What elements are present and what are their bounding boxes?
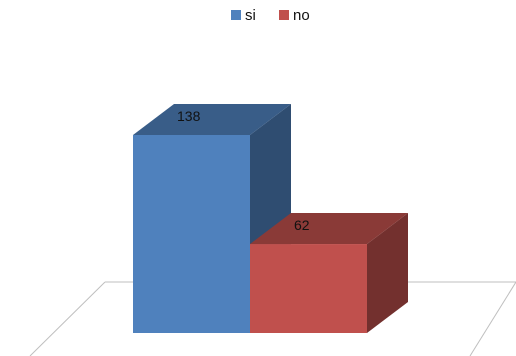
- legend-swatch-si: [231, 10, 241, 20]
- legend-label-no: no: [293, 7, 310, 24]
- bar-no-value-label: 62: [294, 217, 310, 233]
- bar-no-side: [367, 213, 408, 333]
- bar-si-top: [133, 104, 291, 135]
- bar-si-value-label: 138: [177, 108, 201, 124]
- legend-swatch-no: [279, 10, 289, 20]
- bar-si-front: [133, 135, 250, 333]
- bar-no-top: [250, 213, 408, 245]
- legend: si no: [231, 7, 310, 24]
- bar-no-front: [250, 244, 367, 333]
- legend-label-si: si: [245, 7, 256, 24]
- bar-no: 62: [250, 213, 408, 333]
